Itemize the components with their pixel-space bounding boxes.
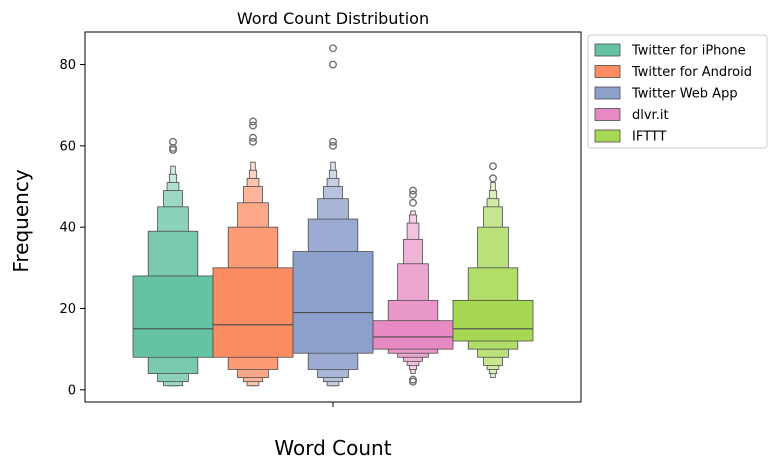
outlier-point <box>169 137 177 146</box>
outlier-point <box>489 174 497 183</box>
legend-label: dlvr.it <box>632 108 669 123</box>
boxen-series <box>132 137 214 387</box>
y-axis-label: Frequency <box>9 169 33 272</box>
boxen-box <box>132 275 214 358</box>
outlier-point <box>329 60 337 69</box>
legend-label: Twitter for Android <box>631 65 752 80</box>
boxen-series <box>292 44 374 387</box>
boxen-box <box>292 251 374 354</box>
boxen-series <box>212 117 294 387</box>
x-axis-label: Word Count <box>274 436 391 460</box>
y-axis: 0 20 40 60 80 <box>59 58 85 398</box>
legend: Twitter for iPhone Twitter for Android Twi… <box>587 34 768 149</box>
y-tick-label: 80 <box>59 58 76 73</box>
legend-swatch <box>594 108 621 121</box>
legend-frame <box>587 34 768 149</box>
legend-label: IFTTT <box>632 130 667 145</box>
legend-label: Twitter for iPhone <box>631 44 746 59</box>
legend-swatch <box>594 86 621 100</box>
legend-swatch <box>594 129 621 143</box>
legend-swatch <box>594 65 621 78</box>
outlier-point <box>409 190 417 199</box>
outlier-point <box>409 186 417 195</box>
y-tick-label: 40 <box>59 221 76 236</box>
y-tick-label: 60 <box>59 139 76 154</box>
outlier-point <box>329 137 337 146</box>
outlier-point <box>249 133 257 142</box>
outlier-point <box>249 137 257 146</box>
outlier-point <box>329 141 337 150</box>
legend-label: Twitter Web App <box>631 87 738 102</box>
outlier-point <box>249 117 257 126</box>
outlier-point <box>409 198 417 207</box>
boxen-series <box>452 162 534 379</box>
outlier-point <box>409 375 417 384</box>
boxen-box <box>372 320 454 350</box>
plot-area <box>132 44 534 387</box>
y-tick-label: 0 <box>68 383 76 398</box>
legend-swatch <box>594 43 621 57</box>
outlier-point <box>329 44 337 53</box>
boxen-box <box>212 267 294 358</box>
boxen-box <box>452 299 534 342</box>
outlier-point <box>249 121 257 130</box>
boxen-series <box>372 186 454 386</box>
outlier-point <box>489 162 497 171</box>
y-tick-label: 20 <box>59 302 76 317</box>
chart-title: Word Count Distribution <box>237 9 429 28</box>
